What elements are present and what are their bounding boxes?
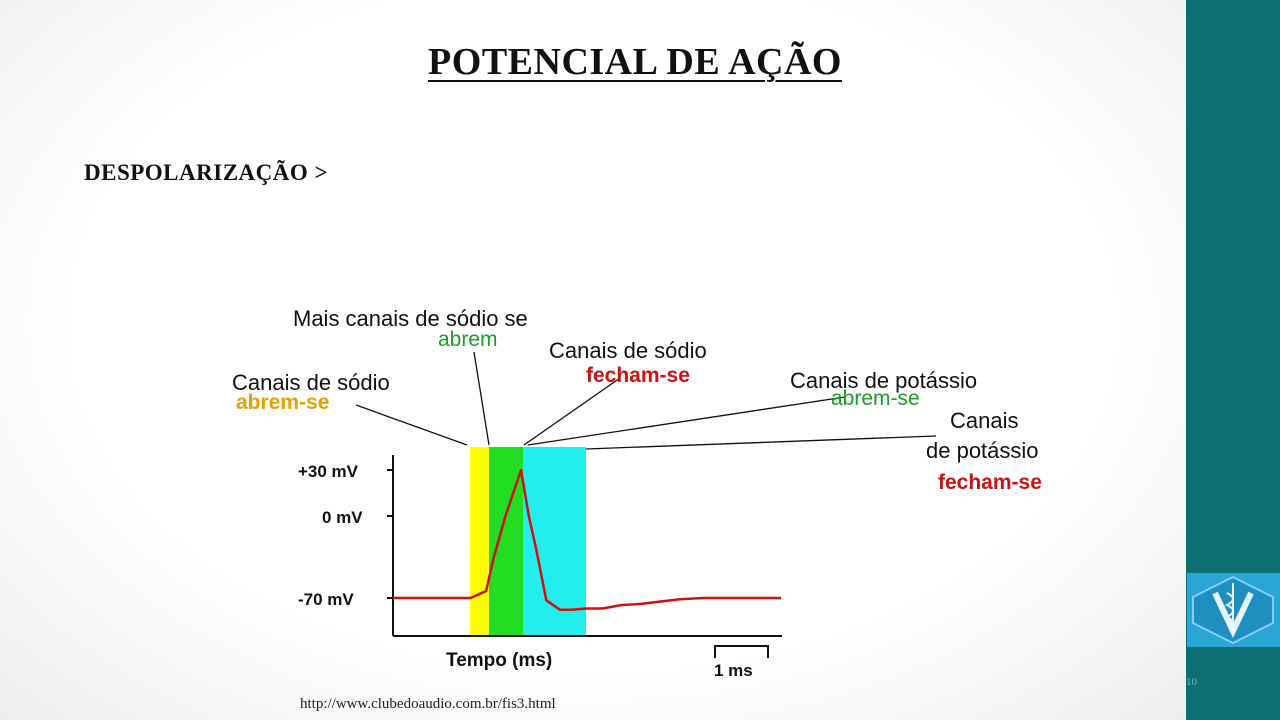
pointer-line: [355, 404, 468, 446]
annotation-label: abrem-se: [831, 387, 920, 410]
annotation-label: Canais: [950, 408, 1018, 433]
series-line: [393, 468, 781, 611]
y-tick-label: +30 mV: [298, 462, 359, 481]
band-yellow: [470, 447, 489, 635]
slide-number: 10: [1186, 676, 1197, 688]
subtitle: DESPOLARIZAÇÃO >: [84, 160, 329, 185]
pointer-line: [473, 351, 490, 446]
page-title: POTENCIAL DE AÇÃO: [428, 41, 842, 83]
annotation-label: Canais de sódio: [549, 338, 707, 363]
y-tick-label: -70 mV: [298, 590, 354, 609]
x-axis-label: Tempo (ms): [446, 650, 552, 671]
y-tick-label: 0 mV: [322, 508, 363, 527]
scale-bar-label: 1 ms: [714, 661, 753, 680]
annotation-label: de potássio: [926, 438, 1039, 463]
annotation-label: abrem: [438, 328, 498, 351]
scale-bar: [714, 645, 769, 658]
band-green: [489, 447, 523, 635]
pointer-line: [585, 435, 937, 450]
pointer-line: [527, 396, 846, 446]
annotation-label: abrem-se: [236, 391, 329, 414]
annotation-label: Mais canais de sódio se: [293, 306, 528, 331]
slide-canvas: [0, 0, 1186, 720]
annotation-label: Canais de sódio: [232, 370, 390, 395]
source-link[interactable]: http://www.clubedoaudio.com.br/fis3.html: [300, 696, 556, 712]
annotation-label: Canais de potássio: [790, 368, 977, 393]
annotation-label: fecham-se: [938, 471, 1042, 494]
annotation-label: fecham-se: [586, 364, 690, 387]
pointer-line: [523, 377, 621, 446]
action-potential-diagram: +30 mV 0 mV -70 mV Tempo (ms) 1 ms Mais …: [232, 306, 1042, 680]
caduceus-v-icon: [1192, 575, 1274, 645]
logo: [1187, 573, 1280, 647]
